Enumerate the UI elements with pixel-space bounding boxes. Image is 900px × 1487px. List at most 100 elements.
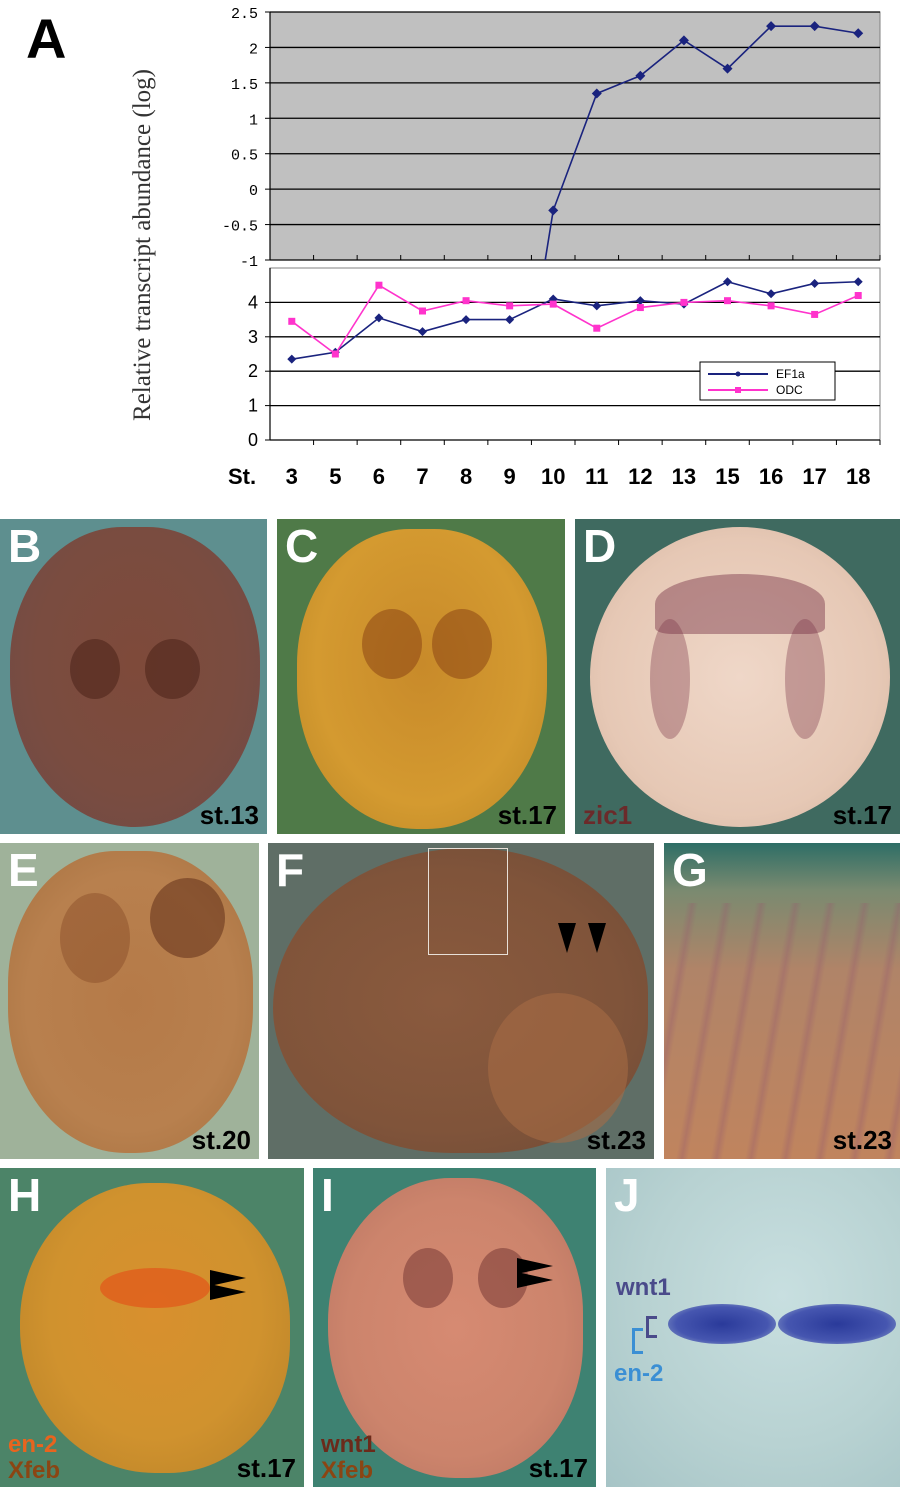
series-point-ef1a — [635, 296, 645, 306]
embryo-c — [297, 529, 547, 829]
lower-y-tick-label: 2 — [248, 361, 258, 381]
panel-j-probe2: en-2 — [614, 1360, 664, 1387]
series-point-ef1a — [374, 313, 384, 323]
panel-i: wnt1 Xfeb I st.17 — [313, 1168, 596, 1487]
x-tick-label: 5 — [329, 464, 341, 489]
panel-b-stage: st.13 — [199, 800, 259, 830]
series-point-odc — [680, 298, 688, 306]
legend-ef1a: EF1a — [776, 367, 805, 381]
lower-y-tick-label: 4 — [248, 292, 258, 312]
panel-h-probe2: Xfeb — [8, 1457, 61, 1484]
legend-odc: ODC — [776, 383, 803, 397]
x-tick-label: 13 — [672, 464, 696, 489]
panel-f-label: F — [276, 844, 305, 896]
series-point-odc — [724, 297, 731, 305]
panel-c-label: C — [285, 520, 319, 572]
panel-e: E st.20 — [0, 843, 259, 1159]
panel-i-stage: st.17 — [528, 1453, 588, 1483]
upper-series-point — [722, 63, 733, 74]
upper-series-point — [678, 35, 689, 46]
panel-c: C st.17 — [277, 519, 565, 834]
series-point-odc — [462, 297, 470, 305]
arrowhead-i2 — [517, 1272, 553, 1288]
panel-d-probe: zic1 — [583, 800, 633, 830]
embryo-d — [590, 527, 890, 827]
series-point-ef1a — [287, 354, 297, 364]
series-point-odc — [288, 317, 296, 325]
panel-j: wnt1 en-2 J — [606, 1168, 900, 1487]
upper-y-tick-label: 1.5 — [231, 77, 258, 94]
series-line-odc — [291, 284, 859, 356]
x-tick-label: 10 — [541, 464, 565, 489]
upper-y-tick-label: 1 — [249, 112, 258, 129]
panel-j-probe1: wnt1 — [616, 1274, 671, 1301]
panel-g: G st.23 — [664, 843, 900, 1159]
panel-f-stage: st.23 — [586, 1125, 646, 1155]
panel-c-stage: st.17 — [497, 800, 557, 830]
x-tick-label: 6 — [373, 464, 385, 489]
upper-series-point — [853, 28, 864, 39]
series-point-odc — [375, 281, 383, 289]
panel-g-label: G — [672, 844, 708, 896]
series-point-odc — [636, 304, 644, 312]
x-tick-label: 17 — [802, 464, 826, 489]
panel-b-label: B — [8, 520, 42, 572]
panel-b: B st.13 — [0, 519, 267, 834]
x-tick-label: 9 — [504, 464, 516, 489]
panel-d-label: D — [583, 520, 617, 572]
panel-h-probe1: en-2 — [8, 1431, 58, 1458]
upper-y-tick-label: 0.5 — [231, 148, 258, 165]
upper-y-tick-label: -0.5 — [222, 219, 258, 236]
x-axis-prefix: St. — [228, 464, 256, 489]
series-point-ef1a — [766, 289, 776, 299]
upper-plot-area: 2.5 2 1.5 1 0.5 0 -0.5 -1 — [222, 6, 881, 271]
series-point-ef1a — [461, 315, 471, 325]
panel-e-stage: st.20 — [191, 1125, 251, 1155]
panel-h-stage: st.17 — [236, 1453, 296, 1483]
upper-series-point — [766, 21, 777, 32]
panel-i-label: I — [321, 1169, 334, 1221]
panel-d-stage: st.17 — [832, 800, 892, 830]
lower-y-tick-label: 3 — [248, 327, 258, 347]
series-point-ef1a — [853, 277, 863, 287]
series-point-odc — [506, 302, 514, 310]
panel-a-chart: A Relative transcript abundance (log) 2.… — [26, 6, 881, 489]
series-point-odc — [767, 302, 775, 310]
embryo-i — [328, 1178, 583, 1478]
embryo-h — [20, 1183, 290, 1473]
panel-e-label: E — [8, 844, 39, 896]
series-point-odc — [593, 324, 601, 332]
lower-y-tick-label: 1 — [248, 396, 258, 416]
panel-f: F st.23 — [268, 843, 654, 1159]
arrowhead-h2 — [210, 1284, 246, 1300]
upper-y-tick-label: 2 — [249, 41, 258, 58]
panel-j-label: J — [614, 1169, 640, 1221]
series-point-odc — [854, 292, 862, 300]
x-tick-label: 3 — [286, 464, 298, 489]
series-line-ef1a — [291, 280, 859, 360]
legend: EF1a ODC — [699, 361, 836, 401]
bracket-en2 — [632, 1328, 643, 1354]
panel-h: en-2 Xfeb H st.17 — [0, 1168, 304, 1487]
panel-i-probe1: wnt1 — [321, 1431, 376, 1458]
lower-y-tick-label: 0 — [248, 430, 258, 450]
panel-i-probe2: Xfeb — [321, 1457, 374, 1484]
series-point-odc — [811, 310, 819, 318]
panel-g-stage: st.23 — [832, 1125, 892, 1155]
x-tick-label: 11 — [585, 464, 608, 489]
embryo-b — [10, 527, 260, 827]
series-point-ef1a — [418, 327, 427, 337]
series-point-odc — [419, 307, 426, 315]
upper-series-point — [635, 70, 646, 81]
series-point-odc — [549, 300, 557, 308]
series-point-ef1a — [592, 301, 602, 311]
upper-y-tick-label: 2.5 — [231, 6, 258, 23]
upper-series-point — [809, 21, 820, 32]
upper-y-tick-label: -1 — [240, 254, 258, 271]
panel-h-label: H — [8, 1169, 42, 1221]
arrowhead-1 — [558, 923, 576, 953]
x-axis: St. 3 5 6 7 8 9 10 11 12 13 15 16 17 18 — [228, 464, 870, 489]
upper-series-point — [548, 205, 559, 216]
x-tick-label: 16 — [759, 464, 783, 489]
x-tick-label: 8 — [460, 464, 472, 489]
